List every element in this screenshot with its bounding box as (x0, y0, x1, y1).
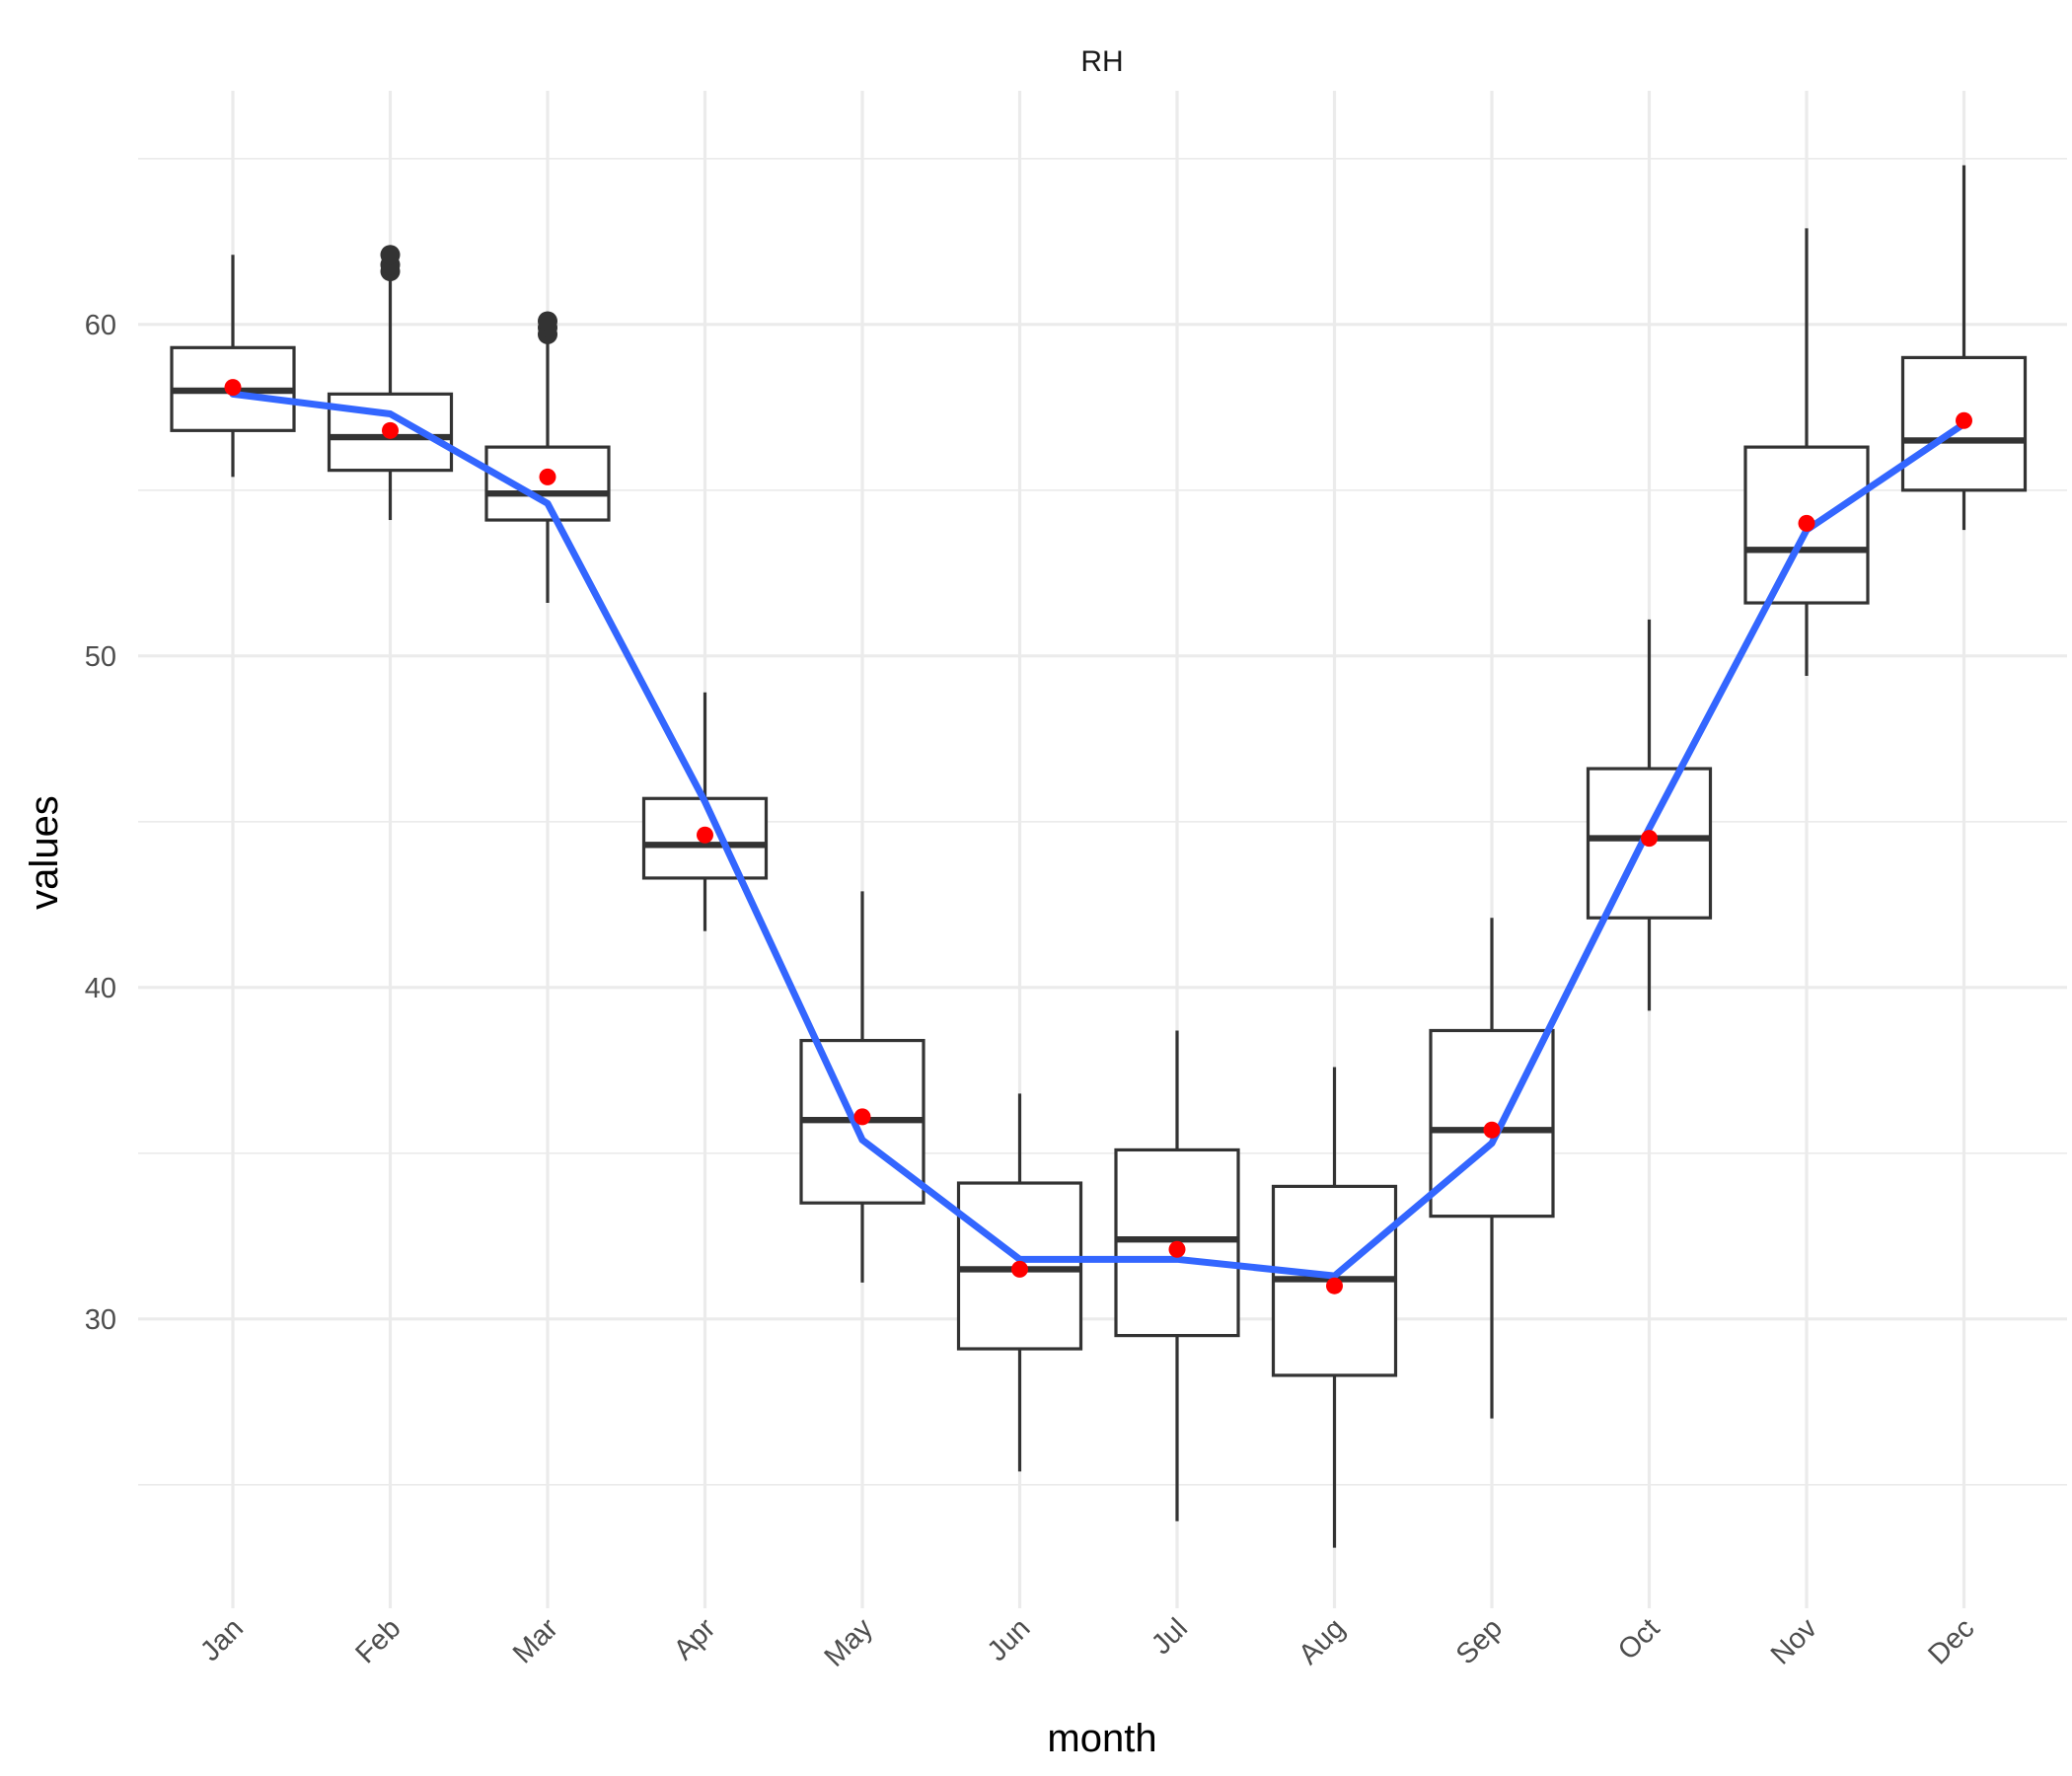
x-tick-label: Jan (194, 1612, 250, 1667)
y-tick-label: 50 (85, 641, 116, 673)
x-axis-title: month (1047, 1717, 1156, 1760)
mean-point-dec (1956, 411, 1972, 429)
trend-layer (229, 390, 1967, 1280)
box-apr (641, 692, 769, 931)
y-tick-label: 60 (85, 310, 116, 341)
box-jun (956, 1093, 1083, 1472)
box-jan (170, 255, 296, 478)
x-tick-label: Jun (982, 1612, 1037, 1667)
y-tick-label: 40 (85, 973, 116, 1004)
trend-line (229, 390, 1967, 1280)
box-oct (1586, 619, 1713, 1011)
y-axis-title: values (23, 795, 66, 910)
box-may (799, 891, 925, 1283)
mean-point-may (853, 1108, 871, 1126)
x-tick-label: Oct (1612, 1612, 1666, 1666)
x-tick-label: Nov (1765, 1612, 1823, 1670)
x-tick-label: Jul (1146, 1612, 1194, 1661)
mean-point-aug (1326, 1277, 1343, 1295)
box-sep (1429, 918, 1555, 1419)
outlier-point (380, 245, 401, 265)
grid-layer (138, 91, 2067, 1608)
box-mar (484, 311, 611, 604)
y-tick-labels: 30 40 50 60 (85, 310, 116, 1336)
box-feb (327, 245, 454, 521)
mean-point-feb (382, 421, 399, 439)
x-tick-label: Sep (1450, 1612, 1509, 1670)
x-tick-label: Apr (668, 1612, 722, 1666)
chart-title: RH (1080, 45, 1123, 78)
outlier-point (538, 311, 557, 332)
mean-point-nov (1798, 514, 1815, 532)
mean-point-apr (697, 826, 713, 844)
x-tick-label: Dec (1922, 1612, 1980, 1670)
mean-layer (224, 379, 1972, 1295)
mean-point-mar (539, 468, 556, 485)
box-layer (170, 165, 2028, 1548)
mean-point-jun (1011, 1260, 1028, 1278)
mean-point-oct (1641, 830, 1658, 848)
y-tick-label: 30 (85, 1304, 116, 1336)
box-jul (1114, 1030, 1240, 1521)
box-dec (1900, 165, 2028, 531)
mean-point-jul (1168, 1240, 1186, 1258)
x-tick-label: Mar (507, 1612, 564, 1669)
x-tick-label: Aug (1293, 1612, 1351, 1670)
x-tick-label: Feb (349, 1612, 407, 1669)
box-aug (1271, 1067, 1398, 1548)
x-tick-labels: Jan Feb Mar Apr May Jun Jul Aug Sep Oct Nov Dec (194, 1612, 1980, 1673)
mean-point-jan (224, 379, 242, 397)
mean-point-sep (1483, 1121, 1501, 1139)
x-tick-label: May (819, 1612, 880, 1673)
